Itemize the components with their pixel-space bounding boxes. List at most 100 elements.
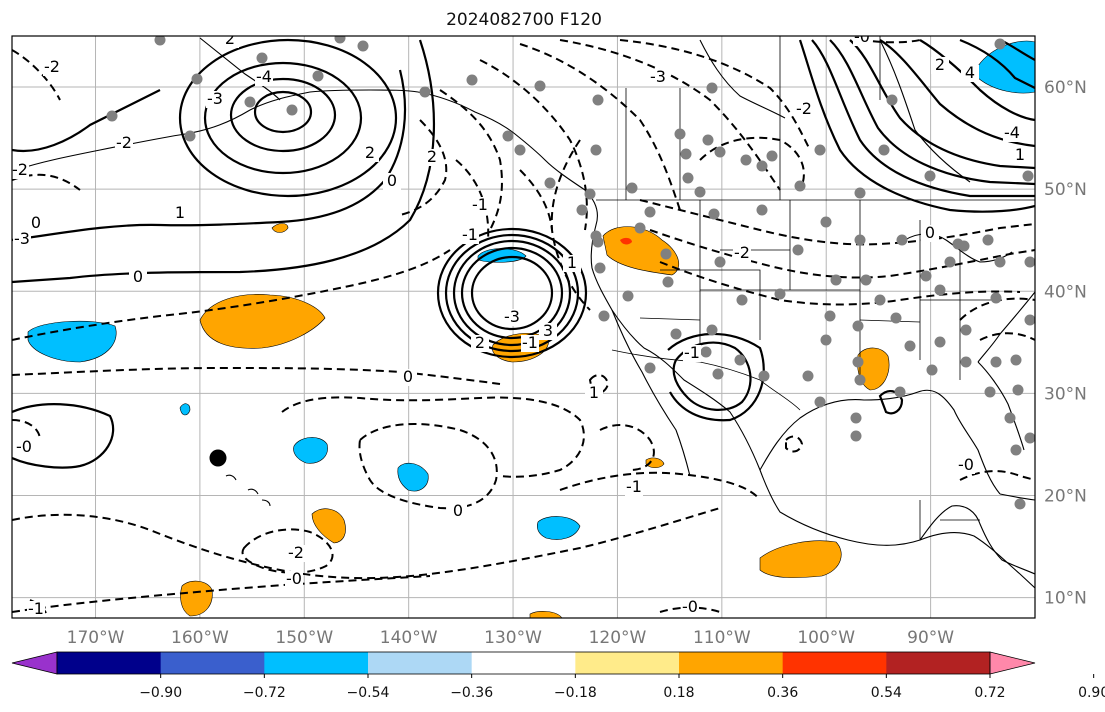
contour-label: -3 [14, 229, 30, 248]
contour-label-bg [255, 69, 273, 86]
contour-label-bg [27, 601, 45, 618]
station-dot [982, 234, 994, 246]
station-dot [854, 187, 866, 199]
contour-label-bg [15, 439, 33, 456]
contour-label: 2 [935, 55, 945, 74]
contour-label-bg [361, 145, 379, 162]
station-dot [824, 310, 836, 322]
station-dot [670, 328, 682, 340]
station-dot [184, 130, 196, 142]
contour-label-bg [221, 36, 239, 48]
colorbar-segment [782, 652, 887, 674]
station-dot [106, 110, 118, 122]
contour-label-bg [1003, 125, 1021, 142]
contour-label-bg [931, 57, 949, 74]
station-dot [944, 256, 956, 268]
station-dot [662, 276, 674, 288]
contour-label: 0 [31, 213, 41, 232]
station-dot [592, 94, 604, 106]
contour-label-bg [171, 205, 189, 222]
contour-label: -3 [207, 89, 223, 108]
lon-label: 100°W [797, 628, 855, 648]
colorbar-extend-high [989, 651, 1036, 675]
station-dot [1024, 314, 1035, 326]
station-dot [886, 94, 898, 106]
colorbar-segment [679, 652, 784, 674]
station-dot [852, 356, 864, 368]
contour-label: -1 [472, 195, 488, 214]
station-dot [736, 294, 748, 306]
station-dot [830, 274, 842, 286]
station-dot [904, 340, 916, 352]
colorbar-extend-low [11, 651, 58, 675]
colorbar-tick-label: −0.18 [554, 685, 597, 701]
contour-label: 2 [225, 29, 235, 48]
contour-label: 1 [175, 203, 185, 222]
station-dot [514, 144, 526, 156]
station-dot [878, 144, 890, 156]
lat-label: 60°N [1044, 78, 1087, 98]
station-dot [934, 284, 946, 296]
station-dot [694, 186, 706, 198]
station-dot [890, 312, 902, 324]
colorbar-segment [368, 652, 473, 674]
station-dot [712, 368, 724, 380]
station-dot [312, 70, 324, 82]
lon-label: 110°W [693, 628, 751, 648]
contour-label-bg [43, 59, 61, 76]
colorbar-tick-label: 0.72 [974, 685, 1005, 701]
contour-label-bg [521, 335, 539, 352]
colorbar-tick-label: 0.18 [663, 685, 694, 701]
contour-label-bg [287, 545, 305, 562]
station-dot [502, 130, 514, 142]
longitude-labels: 170°W 160°W 150°W 140°W 130°W 120°W 110°W 100°W… [67, 628, 955, 648]
contour-label-bg [12, 162, 29, 179]
contour-label: -1 [522, 333, 538, 352]
country-borders [596, 36, 1035, 540]
station-dots [106, 36, 1035, 510]
station-dot [960, 356, 972, 368]
colorbar-tick-label: 0.90 [1078, 685, 1105, 701]
contour-label: 2 [427, 147, 437, 166]
colorbar-tick-label: −0.72 [243, 685, 286, 701]
latitude-labels: 60°N 50°N 40°N 30°N 20°N 10°N [1044, 78, 1087, 609]
colorbar-segment [471, 652, 576, 674]
colorbar-tick-label: 0.54 [871, 685, 902, 701]
station-dot [794, 180, 806, 192]
station-dot [626, 182, 638, 194]
lat-label: 30°N [1044, 384, 1087, 404]
station-dot [960, 324, 972, 336]
station-dot [766, 150, 778, 162]
contour-label: -2 [288, 543, 304, 562]
station-dot [820, 216, 832, 228]
station-dot [660, 248, 672, 260]
contour-label: -4 [256, 67, 272, 86]
contour-label: 0 [133, 267, 143, 286]
station-dot [576, 204, 588, 216]
contour-label: -2 [734, 243, 750, 262]
station-dot [758, 370, 770, 382]
station-dot [682, 172, 694, 184]
station-dot [952, 238, 964, 250]
contour-label: -3 [504, 307, 520, 326]
station-dot [286, 104, 298, 116]
station-dot [706, 324, 718, 336]
highlight-dot [209, 449, 227, 467]
station-dot [598, 310, 610, 322]
station-dot [774, 288, 786, 300]
contour-label-bg [423, 149, 441, 166]
lat-label: 50°N [1044, 180, 1087, 200]
colorbar-tick-label: −0.54 [347, 685, 390, 701]
station-dot [820, 334, 832, 346]
contour-label: -2 [12, 160, 28, 179]
colorbar-labels: −0.90 −0.72 −0.54 −0.36 −0.18 0.18 0.36 0.54 0.7… [139, 674, 1105, 701]
station-dot [680, 148, 692, 160]
colorbar-segment [264, 652, 369, 674]
contour-label: -0 [286, 569, 302, 588]
station-dot [708, 208, 720, 220]
station-dot [984, 386, 996, 398]
contour-label: -0 [854, 27, 870, 46]
contour-label-bg [285, 571, 303, 588]
station-dot [544, 177, 556, 189]
